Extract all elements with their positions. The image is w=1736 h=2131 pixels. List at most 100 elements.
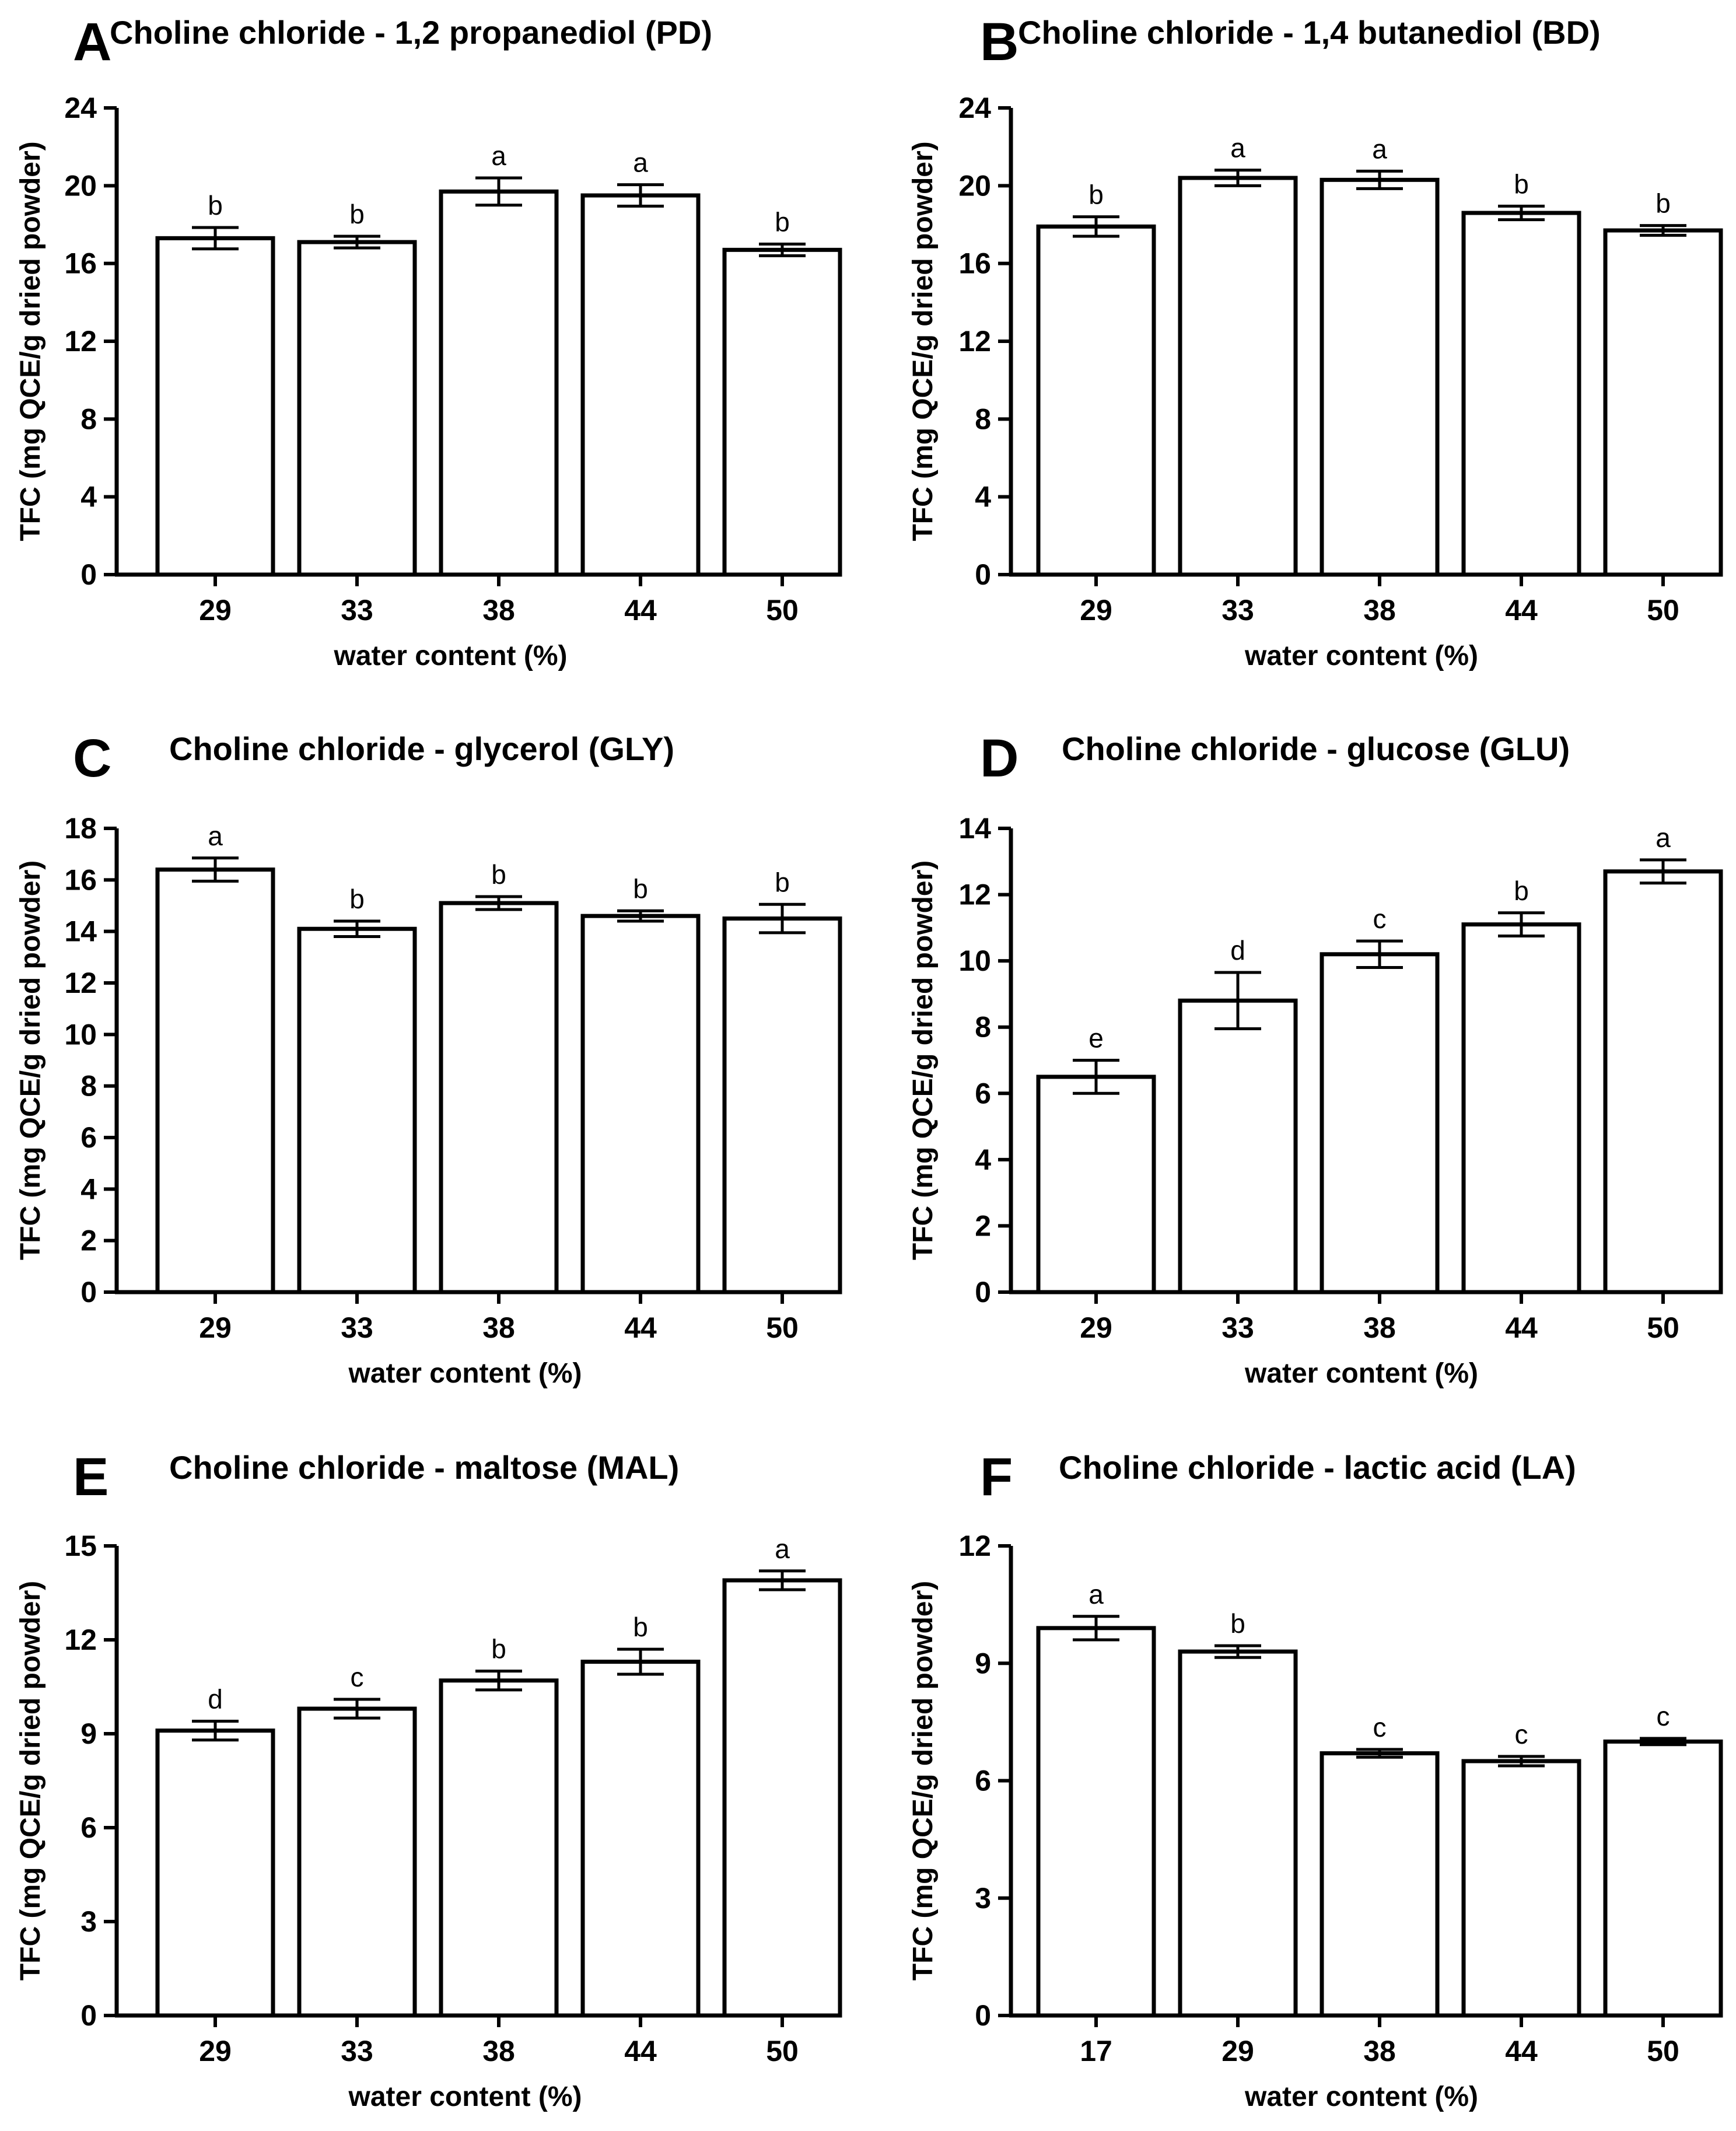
y-tick-label: 18 [64,812,97,845]
x-tick-label: 50 [766,1311,799,1344]
bar [1320,1751,1440,2018]
significance-letter: b [633,873,648,904]
bar [722,916,842,1294]
y-tick-label: 6 [975,1077,991,1110]
significance-letter: b [208,190,223,221]
y-tick-label: 8 [975,1011,991,1044]
x-tick-label: 50 [1647,594,1679,627]
y-tick-label: 6 [80,1121,97,1154]
bar [297,926,417,1294]
panel-letter: C [73,729,111,788]
significance-letter: c [351,1662,364,1692]
significance-letter: a [1372,134,1387,164]
y-tick-label: 12 [64,1623,97,1656]
significance-letter: b [349,884,365,914]
y-tick-label: 12 [64,325,97,358]
x-tick-label: 38 [482,1311,515,1344]
panel-letter: B [980,12,1019,72]
y-tick-label: 8 [975,403,991,435]
significance-letter: a [208,821,223,851]
x-tick-label: 29 [1080,1311,1112,1344]
y-axis-title: TFC (mg QCE/g dried powder) [15,141,46,541]
y-tick-label: 24 [64,92,97,124]
significance-letter: a [491,141,506,171]
significance-letter: b [1514,876,1529,906]
x-tick-label: 29 [1080,594,1112,627]
x-tick-label: 33 [341,594,373,627]
y-tick-label: 3 [975,1882,991,1915]
significance-letter: a [775,1534,790,1564]
x-tick-label: 50 [1647,2035,1679,2067]
panel-title: Choline chloride - 1,4 butanediol (BD) [1018,14,1601,51]
y-tick-label: 0 [975,1999,991,2032]
x-tick-label: 29 [199,594,232,627]
y-tick-label: 15 [64,1530,97,1562]
x-tick-label: 44 [624,594,657,627]
y-tick-label: 8 [80,1070,97,1103]
x-axis-title: water content (%) [348,1358,582,1389]
panel-letter: F [980,1447,1013,1507]
bar [1603,1739,1723,2018]
y-tick-label: 3 [80,1905,97,1938]
x-axis-title: water content (%) [333,641,567,671]
y-tick-label: 6 [975,1765,991,1797]
bar [580,914,701,1294]
y-axis-title: TFC (mg QCE/g dried powder) [15,1581,46,1980]
bar [1178,176,1298,577]
bar [155,1728,275,2018]
y-tick-label: 20 [958,169,991,202]
bar [1178,1649,1298,2018]
x-tick-label: 38 [482,594,515,627]
significance-letter: a [1656,823,1671,853]
bar [1036,1075,1156,1294]
significance-letter: b [491,1634,506,1664]
bar [722,1578,842,2018]
y-tick-label: 12 [64,967,97,999]
panel-f: F Choline chloride - lactic acid (LA) a 17 b… [908,1447,1723,2112]
y-axis-title: TFC (mg QCE/g dried powder) [908,141,939,541]
panel-e: E Choline chloride - maltose (MAL) d 29 c 33 b… [15,1447,842,2112]
x-tick-label: 50 [1647,1311,1679,1344]
y-tick-label: 4 [975,1143,991,1176]
panel-letter: E [73,1447,108,1507]
bar [439,901,559,1294]
x-axis-title: water content (%) [1244,2081,1478,2112]
significance-letter: a [1230,133,1245,163]
y-tick-label: 10 [958,944,991,977]
x-tick-label: 38 [1363,1311,1396,1344]
y-tick-label: 8 [80,403,97,435]
y-tick-label: 16 [64,247,97,280]
bar [155,867,275,1294]
x-tick-label: 44 [1505,2035,1538,2067]
bar [1320,952,1440,1294]
y-tick-label: 9 [80,1717,97,1750]
x-tick-label: 38 [1363,594,1396,627]
y-axis-title: TFC (mg QCE/g dried powder) [15,860,46,1260]
y-tick-label: 2 [80,1224,97,1257]
y-tick-label: 12 [958,879,991,911]
y-tick-label: 12 [958,325,991,358]
significance-letter: b [633,1612,648,1642]
significance-letter: b [349,199,365,229]
panel-title: Choline chloride - 1,2 propanediol (PD) [110,14,712,51]
y-tick-label: 9 [975,1647,991,1679]
x-axis-title: water content (%) [348,2081,582,2112]
y-axis-title: TFC (mg QCE/g dried powder) [908,860,939,1260]
x-tick-label: 44 [624,1311,657,1344]
y-tick-label: 16 [958,247,991,280]
x-tick-label: 33 [341,1311,373,1344]
y-tick-label: 10 [64,1018,97,1051]
bar [297,1706,417,2018]
significance-letter: b [1514,169,1529,199]
x-tick-label: 17 [1080,2035,1112,2067]
significance-letter: c [1373,1712,1387,1742]
x-tick-label: 33 [341,2035,373,2067]
bar [1603,869,1723,1294]
bar [155,236,275,577]
bar [722,247,842,577]
x-tick-label: 44 [1505,594,1538,627]
significance-letter: b [1088,180,1104,210]
